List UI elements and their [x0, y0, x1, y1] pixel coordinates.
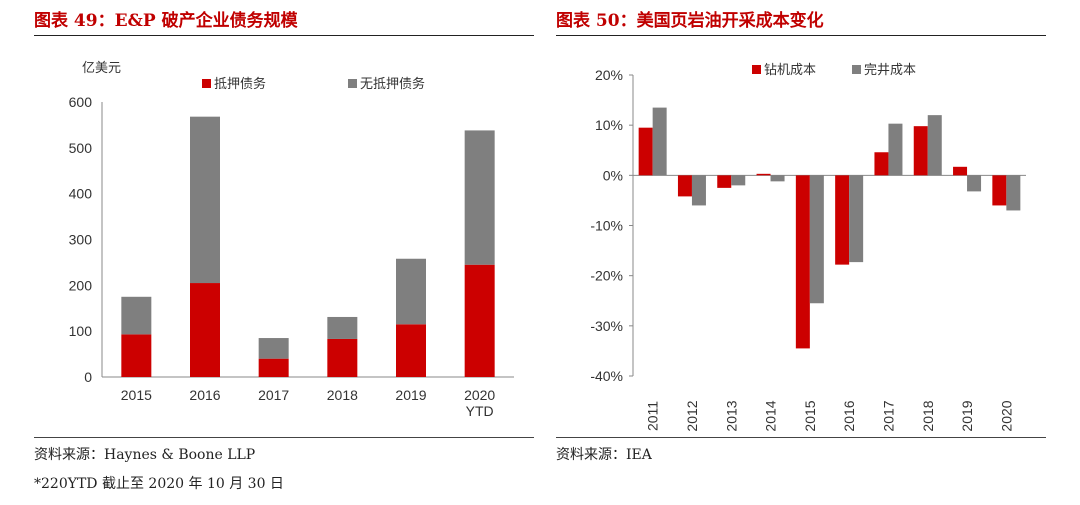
right-x-tick-0: 2011 [645, 401, 661, 431]
left-y-tick-1: 100 [69, 323, 93, 339]
right-bar-completion-7 [927, 115, 942, 176]
right-x-tick-8: 2019 [959, 400, 975, 431]
right-bar-completion-4 [809, 175, 824, 304]
right-y-tick-4: 0% [603, 167, 623, 183]
left-x-tick-5: 2020 [464, 387, 495, 403]
right-legend-label-1: 完井成本 [864, 63, 916, 78]
right-x-tick-5: 2016 [841, 400, 857, 431]
left-bar-unsecured-3 [327, 316, 358, 339]
left-y-tick-2: 200 [69, 277, 93, 293]
right-legend-swatch-0 [752, 65, 761, 74]
left-y-unit-label: 亿美元 [82, 61, 121, 76]
right-x-tick-2: 2013 [723, 400, 739, 431]
left-x-tick-0: 2015 [121, 387, 152, 403]
right-bar-completion-2 [731, 175, 746, 186]
left-bar-unsecured-5 [464, 130, 495, 265]
right-y-tick-3: -10% [590, 218, 623, 234]
right-legend-swatch-1 [852, 65, 861, 74]
right-bar-completion-3 [770, 175, 785, 182]
right-x-tick-1: 2012 [684, 400, 700, 431]
left-chart-title: 图表 49：E&P 破产企业债务规模 [34, 11, 298, 31]
left-title-rule [34, 35, 534, 36]
left-bar-unsecured-4 [396, 258, 426, 325]
left-bar-unsecured-0 [121, 296, 152, 335]
right-bar-rig-3 [756, 173, 771, 176]
right-bar-rig-6 [874, 152, 889, 176]
right-bar-rig-8 [953, 166, 968, 176]
right-bar-completion-6 [888, 123, 903, 176]
right-bar-completion-9 [1006, 175, 1021, 211]
left-bar-unsecured-2 [258, 338, 289, 359]
right-legend-label-0: 钻机成本 [764, 63, 816, 78]
left-y-tick-6: 600 [69, 94, 93, 110]
left-legend-label-0: 抵押债务 [214, 76, 266, 92]
right-title-rule [556, 35, 1046, 36]
right-bar-completion-5 [849, 175, 864, 263]
left-bar-secured-5 [464, 264, 495, 377]
right-x-tick-4: 2015 [802, 400, 818, 431]
left-x-tick-4: 2019 [395, 387, 426, 403]
right-bar-completion-1 [691, 175, 706, 206]
right-y-tick-6: 20% [595, 67, 623, 83]
right-bar-rig-9 [992, 175, 1007, 206]
right-bar-completion-0 [652, 107, 667, 176]
left-bar-secured-0 [121, 334, 152, 377]
right-chart-title: 图表 50：美国页岩油开采成本变化 [556, 11, 824, 31]
left-legend-label-1: 无抵押债务 [360, 76, 425, 92]
left-x-tick-3: 2018 [327, 387, 358, 403]
left-bar-secured-1 [190, 283, 220, 377]
left-source: 资料来源：Haynes & Boone LLP [34, 447, 256, 463]
right-source: 资料来源：IEA [556, 447, 652, 463]
left-y-tick-4: 400 [69, 186, 93, 202]
left-legend-swatch-1 [348, 79, 357, 88]
left-bar-secured-3 [327, 338, 358, 377]
left-bar-secured-4 [396, 324, 426, 377]
right-bar-completion-8 [967, 175, 982, 192]
right-bottom-rule [556, 437, 1046, 438]
left-y-tick-0: 0 [84, 369, 92, 385]
right-bar-rig-4 [795, 175, 810, 349]
right-x-tick-6: 2017 [880, 400, 896, 431]
right-bar-rig-1 [677, 175, 692, 197]
right-bar-rig-5 [835, 175, 850, 265]
right-y-tick-1: -30% [590, 318, 623, 334]
left-legend-swatch-0 [202, 79, 211, 88]
left-x-tick-2: 2017 [258, 387, 289, 403]
left-footnote: *220YTD 截止至 2020 年 10 月 30 日 [34, 476, 284, 492]
left-bar-secured-2 [258, 358, 289, 377]
right-cost-chart: -40% -30% -20% -10% 0% 10% 20% 2011 2012 2013 2014… [590, 63, 1026, 432]
right-bar-rig-0 [638, 127, 653, 176]
left-bottom-rule [34, 437, 534, 438]
right-x-tick-7: 2018 [920, 400, 936, 431]
right-y-tick-2: -20% [590, 268, 623, 284]
left-y-tick-5: 500 [69, 140, 93, 156]
right-y-tick-0: -40% [590, 368, 623, 384]
left-y-tick-3: 300 [69, 232, 93, 248]
right-bar-rig-7 [913, 126, 928, 176]
right-x-tick-3: 2014 [763, 400, 779, 431]
left-debt-chart: 亿美元 0 100 200 300 400 500 600 2015 2016 2017 2018 20… [69, 61, 514, 419]
right-bar-rig-2 [717, 175, 732, 188]
right-x-tick-9: 2020 [998, 400, 1014, 431]
left-x-tick-1: 2016 [189, 387, 220, 403]
left-bar-unsecured-1 [190, 116, 220, 284]
right-y-tick-5: 10% [595, 117, 623, 133]
left-x-tick-5-line2: YTD [466, 403, 494, 419]
